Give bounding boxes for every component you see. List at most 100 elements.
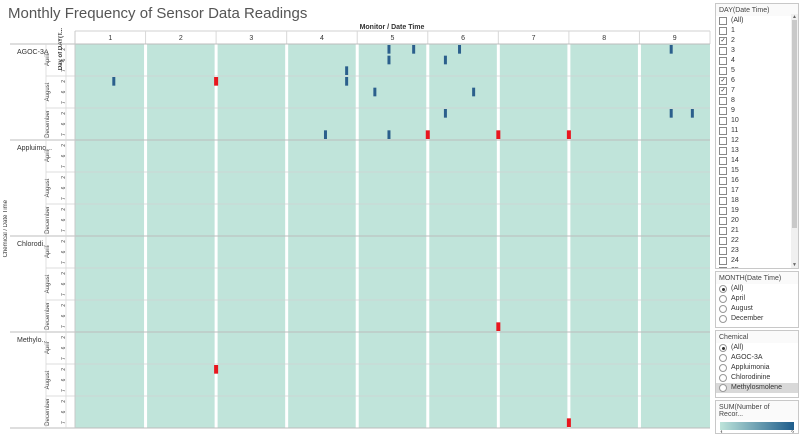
- day-filter-item[interactable]: (All): [716, 16, 798, 26]
- heatmap-cell: [496, 130, 501, 139]
- day-filter-item[interactable]: 1: [716, 26, 798, 36]
- radio-button[interactable]: [719, 384, 727, 392]
- checkbox[interactable]: [719, 27, 727, 35]
- day-filter-item[interactable]: 12: [716, 136, 798, 146]
- day-label: 6: [61, 410, 67, 413]
- day-filter-item[interactable]: 19: [716, 206, 798, 216]
- checkbox[interactable]: [719, 147, 727, 155]
- chemical-filter-label: Methylosmolene: [731, 384, 782, 391]
- chemical-filter-item[interactable]: Appluimonia: [716, 363, 798, 373]
- month-filter-item[interactable]: (All): [716, 284, 798, 294]
- scroll-down-icon[interactable]: ▼: [792, 262, 797, 268]
- day-filter-item[interactable]: 14: [716, 156, 798, 166]
- day-filter-label: 18: [731, 197, 739, 204]
- scroll-thumb[interactable]: [792, 20, 797, 228]
- checkbox[interactable]: [719, 257, 727, 265]
- legend-title: SUM(Number of Recor...: [716, 401, 798, 420]
- day-label: 2: [61, 176, 67, 179]
- checkbox[interactable]: [719, 227, 727, 235]
- day-filter-item[interactable]: 16: [716, 176, 798, 186]
- radio-button[interactable]: [719, 344, 727, 352]
- day-filter-item[interactable]: 17: [716, 186, 798, 196]
- checkbox[interactable]: [719, 207, 727, 215]
- day-label: 6: [61, 218, 67, 221]
- checkbox[interactable]: [719, 117, 727, 125]
- chemical-filter-item[interactable]: Methylosmolene: [716, 383, 798, 393]
- day-filter-item[interactable]: 13: [716, 146, 798, 156]
- checkbox[interactable]: [719, 137, 727, 145]
- day-filter-item[interactable]: 5: [716, 66, 798, 76]
- day-filter-item[interactable]: 11: [716, 126, 798, 136]
- checkbox[interactable]: [719, 17, 727, 25]
- heatmap-cell: [387, 45, 391, 54]
- chemical-filter-item[interactable]: (All): [716, 343, 798, 353]
- month-label: August: [45, 178, 51, 197]
- radio-button[interactable]: [719, 354, 727, 362]
- day-filter-item[interactable]: ✓ 2: [716, 36, 798, 46]
- checkbox[interactable]: ✓: [719, 77, 727, 85]
- day-label: 7: [61, 293, 67, 296]
- day-filter-item[interactable]: 8: [716, 96, 798, 106]
- day-filter-item[interactable]: 22: [716, 236, 798, 246]
- checkbox[interactable]: ✓: [719, 87, 727, 95]
- day-label: 2: [61, 304, 67, 307]
- radio-button[interactable]: [719, 305, 727, 313]
- heatmap-cell: [496, 322, 501, 331]
- checkbox[interactable]: [719, 97, 727, 105]
- day-filter-item[interactable]: 24: [716, 256, 798, 266]
- radio-button[interactable]: [719, 295, 727, 303]
- day-filter-item[interactable]: 20: [716, 216, 798, 226]
- day-filter-panel: DAY(Date Time) (All) 1 ✓ 2 3 4 5 ✓ 6 ✓ 7 8 9 10 11 12 13…: [715, 3, 799, 269]
- checkbox[interactable]: [719, 267, 727, 268]
- radio-button[interactable]: [719, 374, 727, 382]
- checkbox[interactable]: [719, 67, 727, 75]
- day-filter-scrollbar[interactable]: ▲ ▼: [791, 14, 798, 268]
- day-label: 6: [61, 122, 67, 125]
- chemical-filter-item[interactable]: AGOC-3A: [716, 353, 798, 363]
- checkbox[interactable]: ✓: [719, 37, 727, 45]
- day-filter-item[interactable]: 18: [716, 196, 798, 206]
- day-label: 2: [61, 208, 67, 211]
- checkbox[interactable]: [719, 107, 727, 115]
- day-label: 6: [61, 346, 67, 349]
- checkbox[interactable]: [719, 157, 727, 165]
- checkbox[interactable]: [719, 187, 727, 195]
- checkbox[interactable]: [719, 167, 727, 175]
- day-filter-item[interactable]: ✓ 7: [716, 86, 798, 96]
- day-filter-item[interactable]: ✓ 6: [716, 76, 798, 86]
- day-filter-item[interactable]: 15: [716, 166, 798, 176]
- day-filter-item[interactable]: 9: [716, 106, 798, 116]
- day-filter-item[interactable]: 23: [716, 246, 798, 256]
- checkbox[interactable]: [719, 247, 727, 255]
- checkbox[interactable]: [719, 217, 727, 225]
- checkbox[interactable]: [719, 57, 727, 65]
- heatmap-cell: [566, 130, 571, 139]
- month-filter-item[interactable]: August: [716, 304, 798, 314]
- day-filter-item[interactable]: 21: [716, 226, 798, 236]
- checkbox[interactable]: [719, 197, 727, 205]
- month-label: August: [45, 370, 51, 389]
- day-filter-item[interactable]: 3: [716, 46, 798, 56]
- radio-button[interactable]: [719, 315, 727, 323]
- checkbox[interactable]: [719, 237, 727, 245]
- month-filter-item[interactable]: April: [716, 294, 798, 304]
- radio-button[interactable]: [719, 364, 727, 372]
- day-label: 6: [61, 186, 67, 189]
- chemical-filter-item[interactable]: Chlorodinine: [716, 373, 798, 383]
- day-label: 2: [61, 368, 67, 371]
- day-filter-label: 6: [731, 77, 735, 84]
- chemical-filter-label: Appluimonia: [731, 364, 770, 371]
- month-label: April: [45, 342, 51, 354]
- day-filter-item[interactable]: 4: [716, 56, 798, 66]
- day-label: 6: [61, 90, 67, 93]
- day-filter-item[interactable]: 10: [716, 116, 798, 126]
- scroll-up-icon[interactable]: ▲: [792, 14, 797, 20]
- day-filter-item[interactable]: 25: [716, 266, 798, 268]
- checkbox[interactable]: [719, 127, 727, 135]
- column-label: 1: [108, 35, 112, 42]
- month-filter-item[interactable]: December: [716, 314, 798, 324]
- day-label: 7: [61, 229, 67, 232]
- radio-button[interactable]: [719, 285, 727, 293]
- checkbox[interactable]: [719, 47, 727, 55]
- checkbox[interactable]: [719, 177, 727, 185]
